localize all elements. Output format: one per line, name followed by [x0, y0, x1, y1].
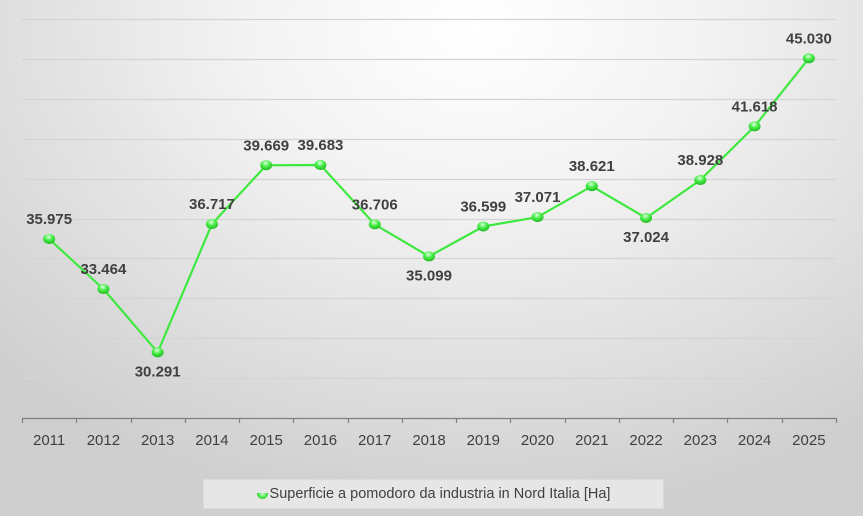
data-labels: 35.975 33.464 30.291 36.717 39.669 39.683 36.7… [26, 30, 832, 380]
x-tick-label: 2014 [195, 432, 228, 449]
x-tick-label: 2016 [304, 432, 337, 449]
data-point-marker [640, 213, 653, 224]
data-label: 38.928 [677, 152, 723, 169]
data-point-marker [43, 233, 56, 244]
data-label: 41.618 [732, 98, 778, 115]
data-label: 38.621 [569, 158, 615, 175]
data-label: 30.291 [135, 363, 181, 380]
data-label: 35.975 [26, 211, 72, 228]
data-label: 33.464 [80, 261, 127, 278]
legend-label: Superficie a pomodoro da industria in No… [269, 486, 611, 502]
data-label: 37.071 [515, 189, 561, 206]
data-point-marker [314, 159, 327, 170]
data-point-marker [802, 53, 815, 64]
x-tick-label: 2015 [250, 432, 283, 449]
x-tick-label: 2019 [467, 432, 500, 449]
data-label: 36.717 [189, 196, 235, 213]
data-label: 45.030 [786, 30, 832, 47]
data-point-marker [368, 219, 381, 230]
x-tick-label: 2018 [412, 432, 445, 449]
data-point-marker [205, 219, 218, 230]
data-point-marker [694, 175, 707, 186]
data-point-marker [477, 221, 490, 232]
x-tick-label: 2024 [738, 432, 771, 449]
data-label: 35.099 [406, 267, 452, 284]
x-tick-label: 2025 [792, 432, 825, 449]
data-point-marker [531, 212, 544, 223]
x-tick-label: 2011 [33, 432, 65, 449]
data-point-marker [260, 160, 273, 171]
data-point-marker [748, 121, 761, 132]
data-point-marker [585, 181, 598, 192]
data-label: 39.669 [243, 137, 289, 154]
x-tick-label: 2022 [629, 432, 662, 449]
x-tick-label: 2017 [358, 432, 391, 449]
data-label: 36.706 [352, 196, 398, 213]
data-point-marker [423, 251, 435, 262]
legend: Superficie a pomodoro da industria in No… [203, 479, 664, 509]
legend-marker-icon [256, 493, 268, 499]
x-tick-label: 2012 [87, 432, 120, 449]
data-point-marker [151, 347, 164, 358]
data-series [43, 53, 815, 358]
data-label: 36.599 [460, 198, 506, 215]
x-tick-label: 2023 [684, 432, 717, 449]
x-axis: 2011 2012 2013 2014 2015 2016 2017 2018 2019 2020… [21, 417, 838, 449]
gridlines [22, 18, 836, 380]
x-tick-label: 2020 [521, 432, 554, 449]
x-tick-label: 2013 [141, 432, 174, 449]
data-point-marker [97, 284, 110, 295]
data-label: 37.024 [623, 229, 670, 246]
x-tick-label: 2021 [575, 432, 608, 449]
data-label: 39.683 [298, 137, 344, 154]
